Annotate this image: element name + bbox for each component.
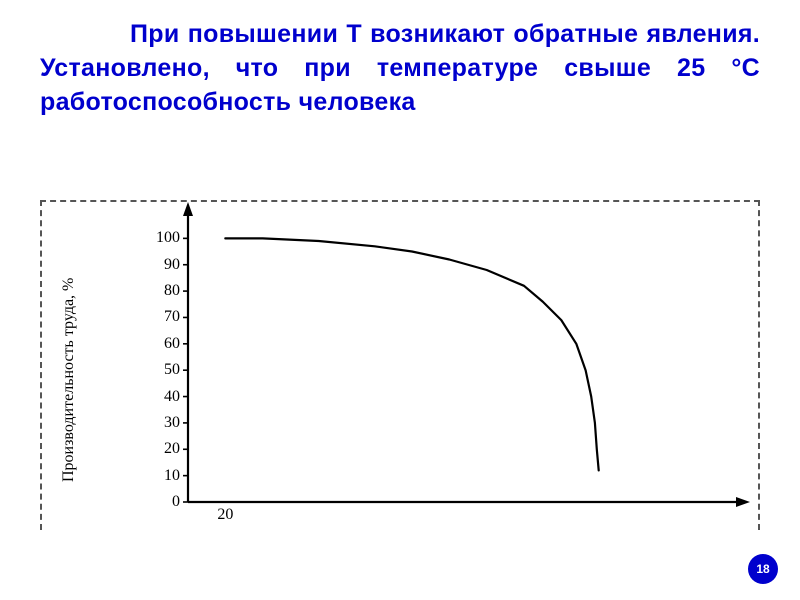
chart-frame: Производительность труда, % 010203040506… bbox=[40, 200, 760, 530]
slide-heading: При повышении Т возникают обратные явлен… bbox=[40, 18, 760, 119]
page-number-badge: 18 bbox=[748, 554, 778, 584]
productivity-chart bbox=[42, 202, 762, 532]
